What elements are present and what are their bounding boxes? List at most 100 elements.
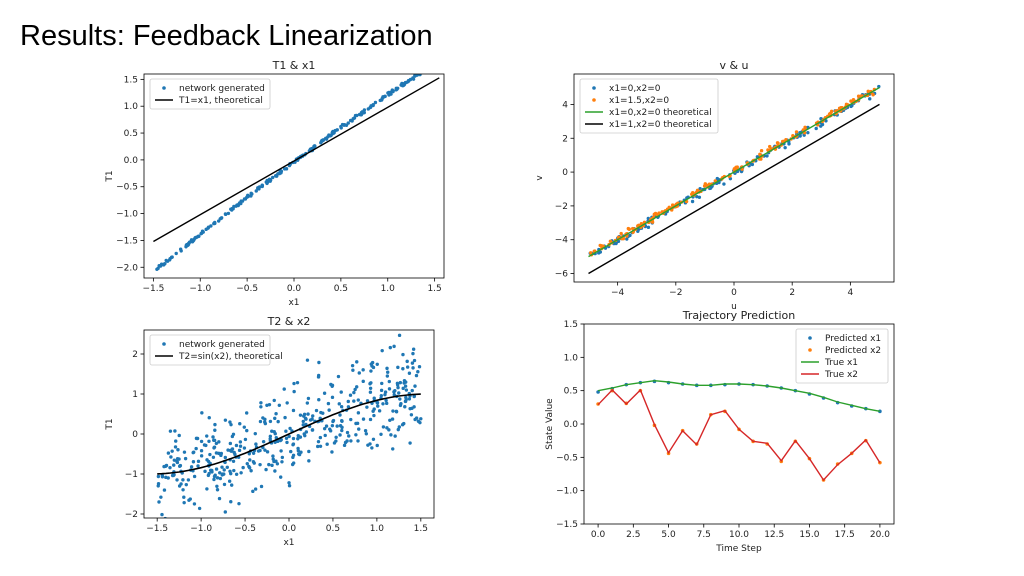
scatter-point [422,69,425,72]
scatter-point [239,471,243,475]
scatter-point [261,439,266,444]
scatter-point [253,487,258,491]
scatter-point [381,402,385,406]
x-tick-label: 20.0 [870,530,890,540]
scatter-point [259,484,264,489]
scatter-point [204,227,208,232]
scatter-point [423,68,426,71]
scatter-point [233,452,237,457]
chart-t2-x2: T2 & x2 −1.5 −1.0 −0.5 0.0 0.5 1.0 1.5 −2 −1 0 1 2 x1… [105,315,435,548]
scatter-point [212,438,216,442]
legend-label: x1=0,x2=0 theoretical [609,108,712,118]
scatter-point [178,463,183,468]
scatter-point [342,122,347,127]
scatter-point [212,477,216,482]
scatter-point [276,419,280,424]
legend: x1=0,x2=0 x1=1.5,x2=0 x1=0,x2=0 theoretica… [579,78,719,134]
scatter-point [405,359,409,364]
scatter-point [787,142,791,146]
legend-label: network generated [179,340,265,350]
x-tick-label: 15.0 [799,530,819,540]
x-tick-label: −1.5 [146,524,168,534]
scatter-point [174,251,178,256]
scatter-point [181,488,185,492]
scatter-point [280,460,284,464]
scatter-point [258,419,263,424]
y-tick-label: −0.5 [116,183,138,193]
scatter-point [158,264,163,268]
scatter-point [806,130,810,135]
scatter-point [424,69,427,72]
scatter-point [430,63,433,66]
scatter-point [323,433,327,438]
scatter-point [187,498,191,502]
scatter-point [646,225,651,230]
scatter-point [162,488,167,492]
scatter-point [345,430,350,435]
scatter-point [356,411,361,415]
scatter-point [284,436,289,440]
scatter-point [330,395,335,400]
x-tick-label: 1.5 [427,284,441,294]
scatter-point [307,449,311,454]
scatter-point [349,439,353,443]
scatter-point [426,64,429,67]
scatter-point [392,344,396,349]
scatter-point [390,417,395,421]
scatter-point [391,447,395,451]
scatter-point [163,464,168,468]
scatter-point [715,176,720,181]
scatter-point [196,464,200,468]
scatter-point [412,358,417,363]
scatter-point [316,375,321,379]
scatter-point [844,102,849,107]
scatter-point [636,229,640,233]
x-tick-label: −1.5 [142,284,164,294]
scatter-point [410,406,414,410]
scatter-point [417,365,422,369]
slide-title: Results: Feedback Linearization [20,20,433,52]
scatter-point [234,472,239,476]
x-tick-label: 1.0 [381,284,396,294]
legend-label: network generated [179,84,265,94]
scatter-point [205,434,209,438]
scatter-point [205,487,209,491]
scatter-point [243,437,248,442]
scatter-point [597,251,601,255]
scatter-point [414,373,419,378]
scatter-point [429,64,432,67]
scatter-point [387,428,391,432]
scatter-point [413,384,417,388]
scatter-point [365,399,370,403]
scatter-point [177,457,181,461]
chart-t1-x1: T1 & x1 −1.5 −1.0 −0.5 0.0 0.5 1.0 1.5 −2.0 −1.5 −… [105,59,445,308]
scatter-point [424,68,427,71]
scatter-point [765,154,769,158]
scatter-point [340,419,344,423]
scatter-point [356,398,360,402]
scatter-point [695,194,699,199]
scatter-point [414,416,419,420]
scatter-point [285,440,289,445]
y-tick-label: 1.5 [564,320,578,330]
scatter-point [354,433,358,437]
scatter-point [288,426,292,431]
scatter-point [265,450,270,454]
scatter-point [324,424,329,428]
chart-title: v & u [719,59,748,72]
scatter-point [237,501,241,506]
scatter-point [296,449,301,453]
x-tick-label: 0.0 [282,524,297,534]
scatter-point [207,416,211,420]
scatter-point [256,449,261,453]
scatter-point [218,471,222,475]
chart-title: Trajectory Prediction [682,309,795,322]
scatter-point [330,130,335,134]
scatter-point [247,452,252,456]
scatter-point [178,247,183,251]
scatter-point [237,202,241,206]
scatter-point [368,442,372,446]
scatter-point [182,450,187,454]
scatter-point [245,461,249,466]
scatter-point [213,220,217,225]
